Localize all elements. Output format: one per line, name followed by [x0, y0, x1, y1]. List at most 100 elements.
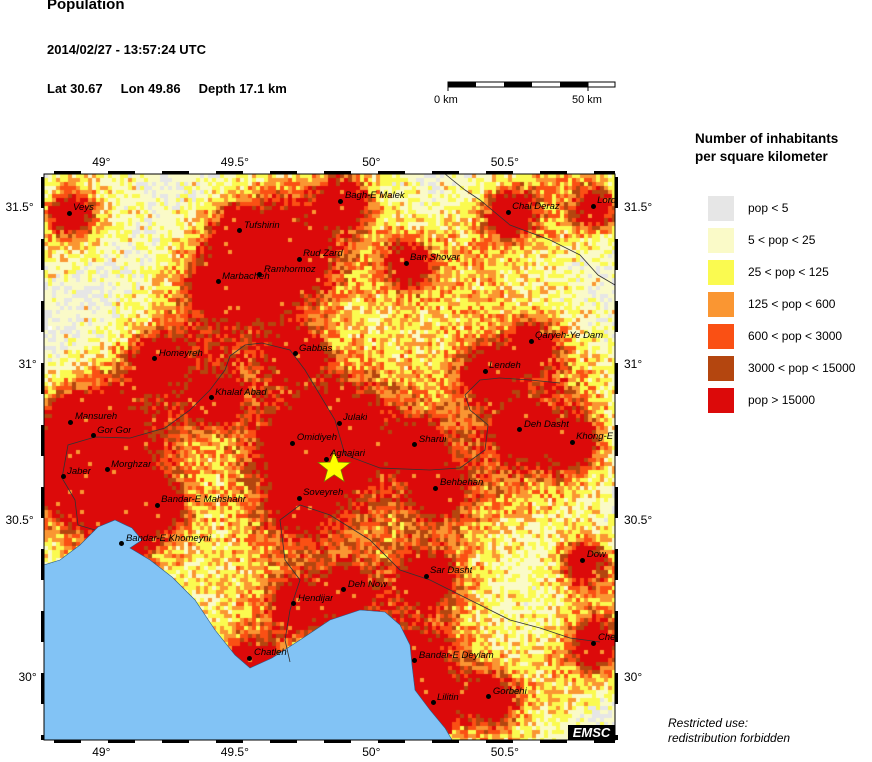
epicenter-star-icon[interactable] [317, 449, 352, 483]
legend-swatch [708, 356, 734, 381]
city-dot-icon [60, 474, 66, 480]
city-dot-icon [580, 557, 586, 563]
legend-title-line2: per square kilometer [695, 149, 828, 164]
city-dot-icon [323, 456, 329, 462]
city-label: Sharui [418, 434, 447, 445]
legend-label: 3000 < pop < 15000 [748, 361, 856, 375]
usage-note-line1: Restricted use: [668, 716, 749, 730]
city-label: Julaki [343, 413, 368, 424]
city-dot-icon [505, 209, 511, 215]
city-dot-icon [336, 420, 342, 426]
city-dot-icon [430, 700, 436, 706]
city-dot-icon [423, 573, 429, 579]
city-label: Mansureh [74, 412, 118, 423]
emsc-logo: EMSC [568, 725, 615, 740]
city-label: Aghajari [330, 449, 365, 460]
city-dot-icon [247, 655, 253, 661]
lat-tick-label: 31.5° [5, 200, 34, 214]
lat-tick-label: 30.5° [5, 513, 34, 527]
city-label: Bandar-E Deylam [418, 650, 494, 661]
province-border [61, 477, 96, 531]
city-dot-icon [528, 338, 534, 344]
event-lon: Lon 49.86 [120, 81, 181, 96]
city-dot-icon [291, 601, 297, 607]
city-label: Lilitin [437, 692, 459, 703]
city-dot-icon [433, 485, 439, 491]
province-border [444, 174, 615, 286]
event-depth: Depth 17.1 km [198, 81, 287, 96]
city-dot-icon [569, 439, 575, 445]
city-label: Bagh-E Malek [344, 191, 405, 202]
city-dot-icon [590, 203, 596, 209]
city-label: Khong-E [576, 432, 614, 443]
city-dot-icon [290, 440, 296, 446]
event-location: Lat 30.67 Lon 49.86 Depth 17.1 km [47, 81, 305, 96]
lon-tick-label: 50° [362, 745, 381, 759]
city-label: Qaryeh-Ye Dam [535, 331, 604, 342]
lat-tick-label: 31° [18, 356, 37, 371]
city-label: Gabbas [299, 343, 333, 354]
legend-label: pop < 5 [748, 201, 789, 215]
city-dot-icon [152, 356, 158, 362]
map-area[interactable] [44, 174, 615, 740]
lat-tick-label: 30° [624, 669, 643, 684]
legend-swatch [708, 196, 734, 221]
city-label: Jaber [67, 466, 91, 477]
city-dot-icon [292, 351, 298, 357]
legend-swatch [708, 228, 734, 253]
legend-swatch [708, 388, 734, 413]
lon-tick-label: 49° [92, 745, 111, 759]
city-dot-icon [403, 260, 409, 266]
city-label: Chehel [597, 633, 615, 644]
lon-tick-label: 50.5° [490, 745, 519, 759]
province-border [279, 504, 601, 643]
city-dot-icon [296, 256, 302, 262]
city-dot-icon [591, 640, 597, 646]
sea [44, 519, 453, 740]
lon-tick-label: 49.5° [220, 155, 249, 169]
city-dot-icon [237, 228, 243, 234]
legend-label: 600 < pop < 3000 [748, 329, 843, 343]
city-label: Sar Dasht [430, 566, 473, 577]
city-dot-icon [208, 395, 214, 401]
city-label: Veys [73, 203, 94, 213]
legend-label: 25 < pop < 125 [748, 265, 829, 279]
lat-tick-label: 31.5° [624, 200, 653, 214]
legend-title-line1: Number of inhabitants [695, 131, 839, 146]
legend-title: Number of inhabitants per square kilomet… [695, 130, 838, 166]
city-label: Lordegan [597, 196, 615, 207]
city-dot-icon [66, 210, 72, 216]
city-dot-icon [119, 541, 125, 547]
lon-tick-label: 50.5° [490, 155, 519, 169]
scale-end-label: 50 km [572, 94, 602, 106]
city-dot-icon [104, 467, 110, 473]
city-dot-icon [486, 694, 492, 700]
usage-note-line2: redistribution forbidden [668, 731, 791, 745]
lon-tick-label: 50° [362, 155, 381, 169]
event-datetime: 2014/02/27 - 13:57:24 UTC [47, 42, 206, 57]
city-label: Gor Gor [97, 425, 132, 436]
city-dot-icon [90, 433, 96, 439]
city-dot-icon [68, 419, 74, 425]
city-label: Khalaf Abad [215, 387, 267, 398]
city-label: Behbehan [439, 478, 484, 489]
city-label: Ramhormoz [263, 264, 316, 275]
lat-tick-label: 31° [624, 356, 643, 371]
city-label: Hendijar [297, 593, 334, 604]
city-dot-icon [412, 658, 418, 664]
lat-tick-label: 30.5° [624, 513, 653, 527]
province-border [229, 342, 561, 471]
scale-bar [447, 81, 616, 91]
lat-tick-label: 30° [18, 669, 37, 684]
city-dot-icon [215, 279, 221, 285]
city-label: Soveyreh [303, 488, 344, 499]
city-label: Marbacheh [222, 271, 270, 282]
city-label: Lendeh [489, 361, 521, 372]
legend-label: pop > 15000 [748, 393, 816, 407]
city-label: Gorbehi [492, 686, 527, 697]
city-dot-icon [341, 587, 347, 593]
page-title: Population [47, 0, 125, 13]
city-label: Omidiyeh [296, 433, 337, 444]
